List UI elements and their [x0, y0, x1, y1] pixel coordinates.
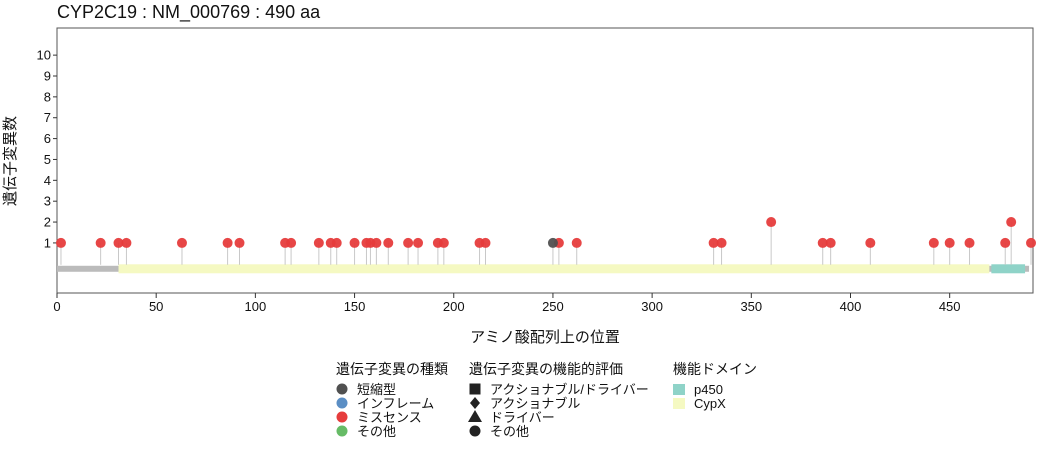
y-tick-label: 2 — [44, 215, 51, 230]
mutation-point — [371, 237, 382, 248]
y-tick-label: 10 — [37, 48, 51, 63]
mutation-point — [547, 237, 558, 248]
mutation-point — [571, 237, 582, 248]
mutation-point — [121, 237, 132, 248]
x-tick-label: 450 — [939, 299, 961, 314]
legend-circle-icon — [336, 411, 348, 423]
mutation-point — [438, 237, 449, 248]
legend: 遺伝子変異の種類短縮型インフレームミスセンスその他遺伝子変異の機能的評価アクショ… — [336, 361, 757, 439]
x-tick-label: 250 — [542, 299, 564, 314]
x-tick-label: 400 — [840, 299, 862, 314]
mutation-point — [964, 237, 975, 248]
mutation-point — [480, 237, 491, 248]
legend-circle-icon — [336, 397, 348, 409]
y-tick-label: 9 — [44, 68, 51, 83]
y-tick-label: 6 — [44, 131, 51, 146]
stem-layer — [60, 222, 1032, 265]
mutation-point — [383, 237, 394, 248]
mutation-point — [817, 237, 828, 248]
mutation-point — [403, 237, 414, 248]
mutation-point — [766, 217, 777, 228]
x-tick-label: 150 — [344, 299, 366, 314]
mutation-point — [222, 237, 233, 248]
mutation-point — [313, 237, 324, 248]
legend-item-label: その他 — [490, 424, 529, 439]
legend-triangle-icon — [468, 410, 482, 422]
mutation-point — [928, 237, 939, 248]
x-tick-label: 200 — [443, 299, 465, 314]
y-tick-label: 3 — [44, 194, 51, 209]
legend-item-label: CypX — [694, 396, 726, 411]
mutation-point — [176, 237, 187, 248]
mutation-point — [234, 237, 245, 248]
x-tick-label: 300 — [641, 299, 663, 314]
y-axis: 1 2 3 4 5 6 7 8 9 10 — [37, 48, 57, 250]
mutation-point — [825, 237, 836, 248]
mutation-point — [708, 237, 719, 248]
legend-item-label: その他 — [357, 424, 396, 439]
mutation-point — [286, 237, 297, 248]
legend-item-label: アクショナブル — [490, 396, 580, 411]
legend-item-label: p450 — [694, 382, 723, 397]
legend-item-label: ドライバー — [490, 410, 555, 425]
y-tick-label: 7 — [44, 110, 51, 125]
x-axis: 0 50 100 150 200 250 300 350 400 450 — [53, 293, 961, 314]
domain-p450 — [991, 264, 1026, 274]
legend-item-label: 短縮型 — [357, 382, 396, 397]
x-tick-label: 100 — [245, 299, 267, 314]
legend-group-title: 遺伝子変異の種類 — [336, 361, 448, 377]
mutation-point — [349, 237, 360, 248]
legend-swatch-icon — [673, 398, 685, 409]
legend-circle-icon — [469, 425, 481, 437]
mutation-point — [95, 237, 106, 248]
mutation-point — [944, 237, 955, 248]
mutation-point — [1026, 237, 1037, 248]
y-axis-label: 遺伝子変異数 — [2, 116, 19, 206]
point-layer — [55, 217, 1037, 248]
mutation-point — [113, 237, 124, 248]
legend-group-title: 機能ドメイン — [673, 361, 757, 377]
legend-item-label: インフレーム — [357, 396, 434, 411]
y-tick-label: 5 — [44, 152, 51, 167]
mutation-point — [55, 237, 66, 248]
legend-circle-icon — [336, 383, 348, 395]
x-tick-label: 350 — [740, 299, 762, 314]
legend-diamond-icon — [470, 397, 480, 409]
legend-square-icon — [469, 383, 481, 395]
domain-layer — [118, 264, 1026, 274]
mutation-point — [331, 237, 342, 248]
legend-item-label: アクショナブル/ドライバー — [490, 382, 649, 397]
legend-swatch-icon — [673, 384, 685, 395]
x-axis-label: アミノ酸配列上の位置 — [470, 329, 620, 346]
y-tick-label: 4 — [44, 173, 51, 188]
plot-area — [56, 27, 1034, 294]
x-tick-label: 50 — [149, 299, 163, 314]
legend-circle-icon — [336, 425, 348, 437]
mutation-point — [865, 237, 876, 248]
legend-item-label: ミスセンス — [357, 410, 422, 425]
y-tick-label: 1 — [44, 235, 51, 250]
domain-cypx — [118, 264, 990, 274]
mutation-point — [413, 237, 424, 248]
y-tick-label: 8 — [44, 89, 51, 104]
x-tick-label: 0 — [53, 299, 60, 314]
mutation-point — [716, 237, 727, 248]
mutation-point — [1000, 237, 1011, 248]
chart-title: CYP2C19 : NM_000769 : 490 aa — [57, 2, 321, 23]
mutation-point — [1006, 217, 1017, 228]
legend-group-title: 遺伝子変異の機能的評価 — [469, 361, 623, 377]
